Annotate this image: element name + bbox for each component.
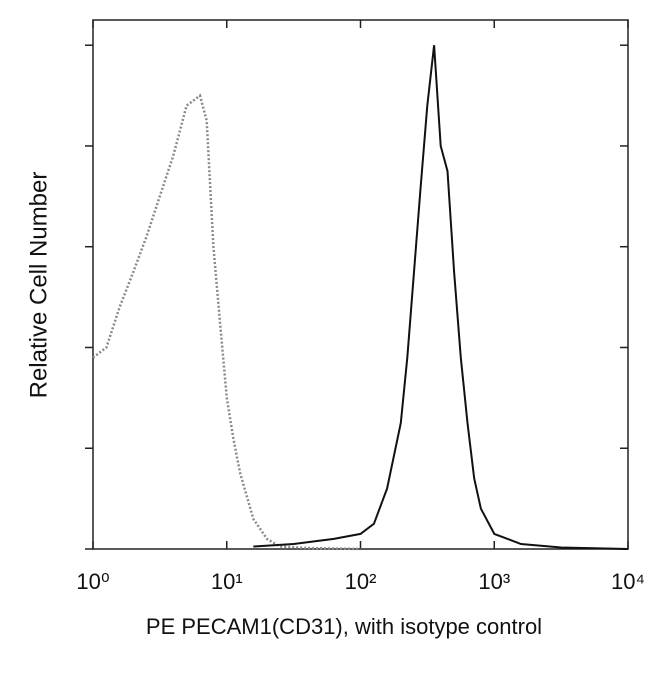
- y-axis-label: Relative Cell Number: [25, 172, 52, 399]
- x-tick-label: 10³: [478, 569, 510, 594]
- histogram-line: [92, 93, 361, 551]
- histogram-line: [253, 45, 629, 550]
- x-tick-label: 10⁰: [76, 569, 109, 594]
- plot-frame: [92, 19, 629, 550]
- x-axis-label: PE PECAM1(CD31), with isotype control: [146, 614, 542, 639]
- x-tick-label: 10¹: [211, 569, 243, 594]
- x-tick-label: 10⁴: [611, 569, 645, 594]
- x-tick-label: 10²: [345, 569, 377, 594]
